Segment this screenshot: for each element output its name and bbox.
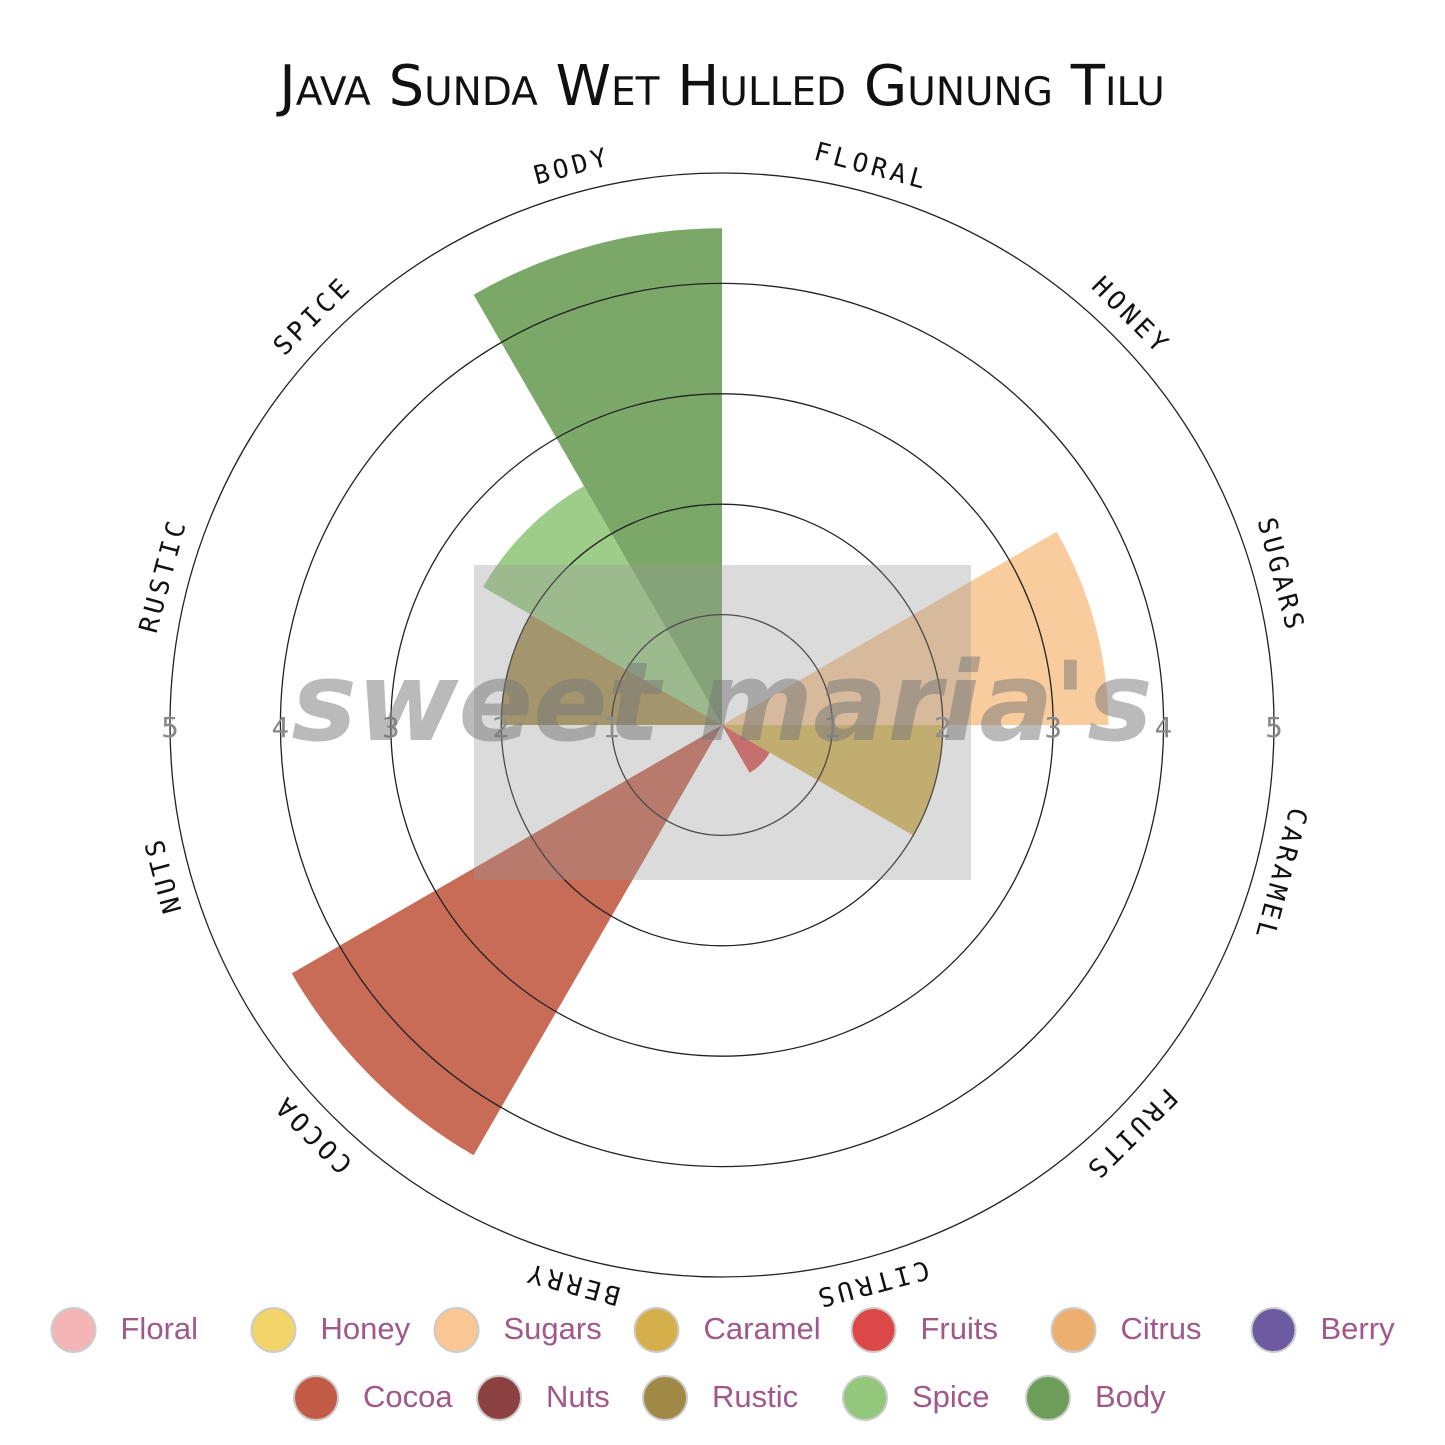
wedge (291, 725, 722, 1156)
wedge (501, 614, 722, 725)
legend-swatch (850, 1307, 897, 1353)
tick-label: 5 (1265, 711, 1283, 744)
wedge (482, 485, 722, 725)
legend-swatch (50, 1307, 97, 1353)
grid-ring (279, 282, 1165, 1168)
category-label: CITRUS (811, 1254, 933, 1313)
grid-ring (610, 613, 834, 837)
legend-swatch (293, 1375, 339, 1421)
category-label: CARAMEL (1248, 804, 1313, 945)
category-label: NUTS (139, 833, 188, 917)
legend-swatch (476, 1375, 522, 1421)
legend: Floral Honey Sugars Caramel Fruits Citrus Berr… (50, 1307, 1396, 1421)
legend-label: Cocoa (363, 1379, 453, 1414)
wedge (722, 531, 1109, 725)
legend-label: Honey (321, 1311, 411, 1346)
tick-label: 2 (492, 711, 510, 744)
tick-label: 2 (934, 711, 952, 744)
grid-ring (169, 172, 1275, 1278)
category-label: HONEY (1085, 271, 1176, 362)
legend-label: Body (1095, 1379, 1166, 1414)
legend-swatch (633, 1307, 680, 1353)
legend-label: Rustic (712, 1379, 798, 1414)
legend-label: Spice (912, 1379, 990, 1414)
wedges (291, 228, 1109, 1156)
category-label: FLORAL (811, 137, 933, 196)
category-label: COCOA (268, 1088, 359, 1179)
legend-label: Sugars (504, 1311, 602, 1346)
grid: 1 1 2 2 3 3 4 4 5 5 (161, 172, 1283, 1278)
grid-ring (390, 393, 1054, 1057)
category-label: SUGARS (1251, 515, 1310, 637)
category-label: BODY (531, 142, 615, 191)
category-label: BERRY (521, 1256, 624, 1310)
watermark-box: sweet maria's (291, 565, 1153, 880)
wedge (722, 725, 770, 773)
legend-label: Nuts (546, 1379, 610, 1414)
grid-ring (500, 503, 944, 947)
legend-swatch (1050, 1307, 1097, 1353)
tick-label: 1 (603, 711, 621, 744)
wedge (722, 725, 943, 836)
legend-swatch (433, 1307, 480, 1353)
tick-label: 4 (271, 711, 289, 744)
legend-label: Fruits (921, 1311, 999, 1346)
tick-label: 4 (1155, 711, 1173, 744)
chart-title: Java Sunda Wet Hulled Gunung Tilu (276, 54, 1165, 119)
legend-swatch (1025, 1375, 1071, 1421)
category-label: FRUITS (1078, 1081, 1183, 1186)
tick-label: 3 (1044, 711, 1062, 744)
category-label: SPICE (268, 271, 359, 362)
tick-label: 5 (161, 711, 179, 744)
tick-label: 3 (382, 711, 400, 744)
legend-label: Citrus (1121, 1311, 1202, 1346)
legend-label: Floral (121, 1311, 199, 1346)
watermark: sweet maria's (291, 638, 1152, 766)
wedge (473, 228, 722, 725)
tick-label: 1 (823, 711, 841, 744)
category-label: RUSTIC (134, 515, 193, 637)
legend-label: Berry (1321, 1311, 1396, 1346)
legend-label: Caramel (704, 1311, 821, 1346)
legend-swatch (1250, 1307, 1297, 1353)
legend-swatch (642, 1375, 688, 1421)
watermark-bg (474, 565, 971, 880)
legend-swatch (250, 1307, 297, 1353)
legend-swatch (842, 1375, 888, 1421)
